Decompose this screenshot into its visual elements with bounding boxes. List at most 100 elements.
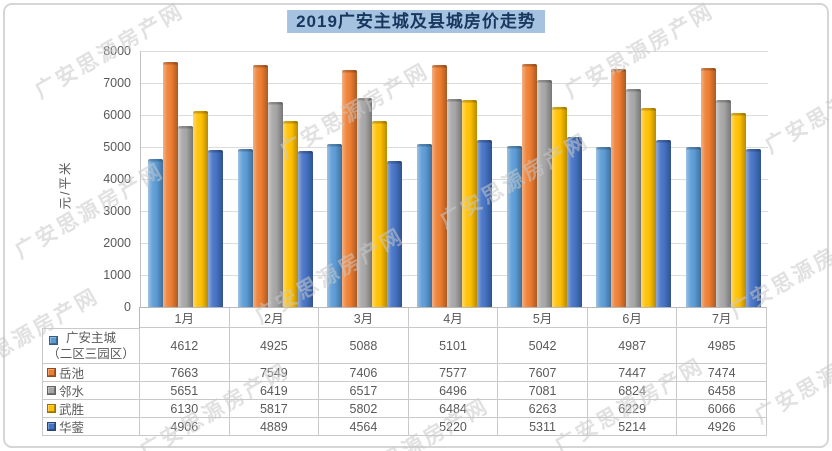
bar-group — [499, 51, 589, 307]
bar — [178, 126, 194, 307]
value-cell: 6130 — [140, 400, 230, 418]
bar — [641, 108, 657, 307]
y-axis-title: 元/平米 — [58, 160, 73, 210]
value-cell: 6496 — [408, 382, 499, 400]
bar — [297, 151, 313, 307]
bar — [267, 102, 283, 307]
legend-color-swatch — [47, 368, 56, 377]
month-header-cell: 3月 — [319, 307, 409, 328]
value-cell: 6229 — [587, 400, 678, 418]
value-cell: 5042 — [498, 328, 588, 364]
bar — [506, 146, 522, 307]
value-cell: 7607 — [498, 364, 588, 382]
bar — [327, 144, 343, 307]
data-table: 1月 2月 3月 4月 5月 6月 7月 广安主城 （二区三园区） 4612 4925 5088 510… — [42, 307, 767, 436]
bar-group — [678, 51, 768, 307]
bar — [237, 149, 253, 307]
series-name: 武胜 — [59, 403, 85, 417]
y-axis-tick-label: 6000 — [103, 108, 131, 122]
bar — [730, 113, 746, 307]
value-cell: 6824 — [587, 382, 678, 400]
bar — [685, 147, 701, 307]
value-cell: 4906 — [140, 418, 230, 436]
y-axis-tick-label: 1000 — [103, 268, 131, 282]
legend-cell: 广安主城 （二区三园区） — [42, 328, 140, 364]
bar — [148, 159, 164, 307]
bar-group — [141, 51, 231, 307]
y-axis-tick-label: 8000 — [103, 44, 131, 58]
value-cell: 5311 — [498, 418, 588, 436]
value-cell: 4926 — [677, 418, 767, 436]
legend-cell: 华蓥 — [42, 418, 140, 436]
value-cell: 7406 — [319, 364, 409, 382]
y-axis-tick-label: 7000 — [103, 76, 131, 90]
value-cell: 7474 — [677, 364, 767, 382]
bar — [551, 107, 567, 307]
bar — [417, 144, 433, 307]
watermark-text: 广安思源房产网 — [761, 54, 832, 159]
bar — [536, 80, 552, 307]
bar-group — [320, 51, 410, 307]
value-cell: 6517 — [319, 382, 409, 400]
value-cell: 7549 — [229, 364, 320, 382]
chart-title: 2019广安主城及县城房价走势 — [287, 10, 545, 33]
value-cell: 5817 — [229, 400, 320, 418]
value-cell: 4889 — [229, 418, 320, 436]
value-cell: 7447 — [587, 364, 678, 382]
value-cell: 5214 — [587, 418, 678, 436]
legend-cell: 武胜 — [42, 400, 140, 418]
bar — [521, 64, 537, 307]
bar-groups — [141, 51, 768, 307]
legend-color-swatch — [47, 422, 56, 431]
bar — [372, 121, 388, 307]
value-cell: 6484 — [408, 400, 499, 418]
table-corner-cell — [42, 307, 140, 328]
month-header-cell: 5月 — [498, 307, 588, 328]
bar — [656, 140, 672, 307]
value-cell: 4564 — [319, 418, 409, 436]
bar — [611, 69, 627, 307]
value-cell: 5651 — [140, 382, 230, 400]
bar-group — [589, 51, 679, 307]
month-header-cell: 1月 — [140, 307, 230, 328]
bar — [745, 149, 761, 307]
bar — [193, 111, 209, 307]
bar — [715, 100, 731, 307]
y-axis-tick-label: 0 — [124, 300, 131, 314]
legend-color-swatch — [47, 386, 56, 395]
bar — [700, 68, 716, 307]
bar — [596, 147, 612, 307]
y-axis-tick-label: 5000 — [103, 140, 131, 154]
value-cell: 6066 — [677, 400, 767, 418]
bar — [357, 98, 373, 307]
series-name: 岳池 — [59, 367, 85, 381]
bar — [208, 150, 224, 307]
bar — [462, 100, 478, 307]
legend-color-swatch — [47, 404, 56, 413]
month-header-cell: 7月 — [677, 307, 767, 328]
bar — [252, 65, 268, 307]
bar — [477, 140, 493, 307]
month-header-cell: 2月 — [229, 307, 320, 328]
y-axis-tick-label: 3000 — [103, 204, 131, 218]
value-cell: 7663 — [140, 364, 230, 382]
legend-cell: 岳池 — [42, 364, 140, 382]
plot-area — [140, 51, 768, 307]
value-cell: 5220 — [408, 418, 499, 436]
bar — [566, 137, 582, 307]
gridline — [141, 51, 768, 52]
value-cell: 5802 — [319, 400, 409, 418]
bar — [626, 89, 642, 307]
series-name: 广安主城 （二区三园区） — [47, 331, 135, 361]
series-name: 邻水 — [59, 385, 85, 399]
bar — [432, 65, 448, 307]
bar — [447, 99, 463, 307]
value-cell: 6419 — [229, 382, 320, 400]
month-header-cell: 4月 — [408, 307, 499, 328]
value-cell: 4987 — [587, 328, 678, 364]
bar-group — [231, 51, 321, 307]
value-cell: 4612 — [140, 328, 230, 364]
value-cell: 6458 — [677, 382, 767, 400]
value-cell: 7081 — [498, 382, 588, 400]
